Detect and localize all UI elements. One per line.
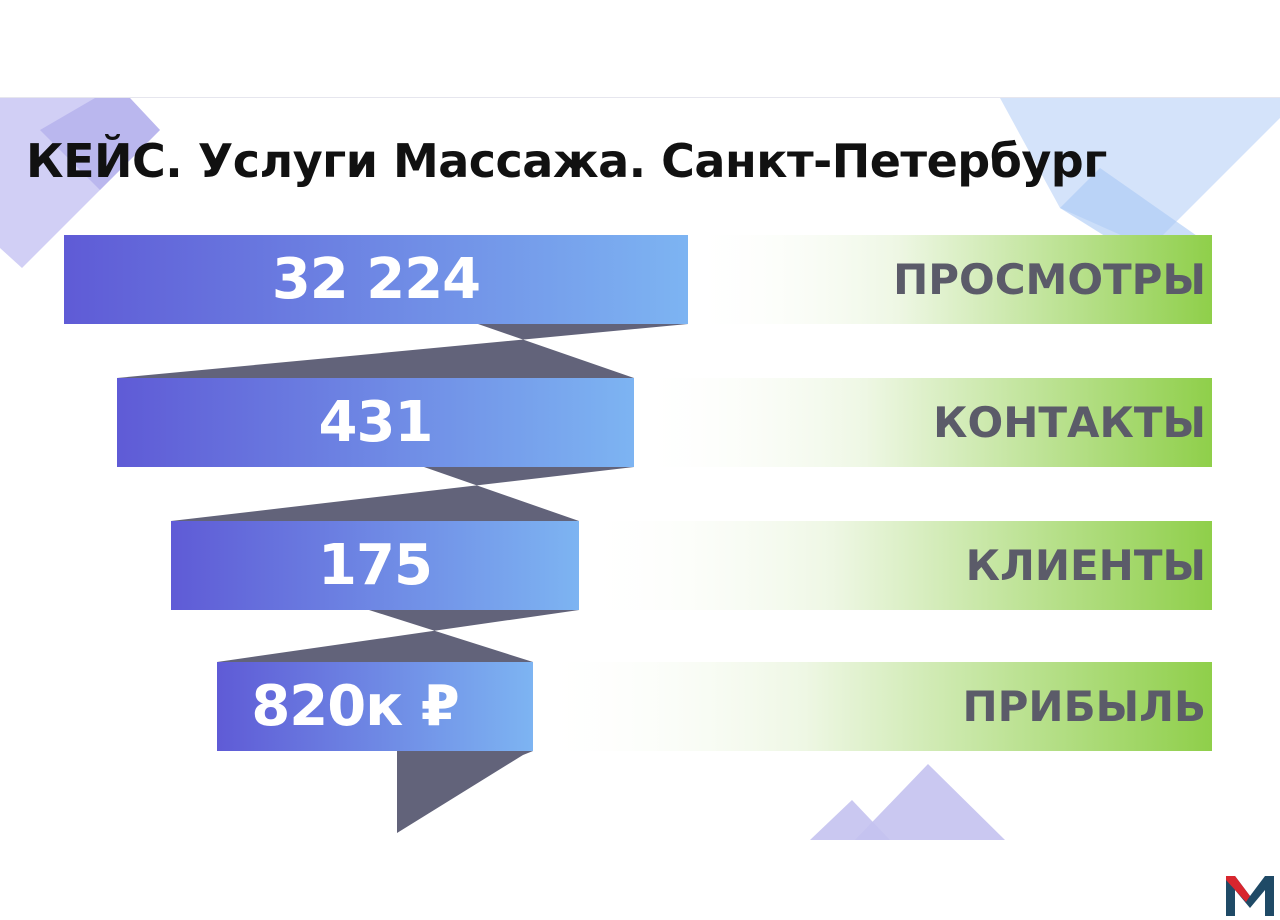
stage-value: 431: [318, 390, 434, 455]
stage-value: 32 224: [271, 247, 481, 312]
funnel-bar: [217, 662, 533, 751]
stage-value: 820к ₽: [251, 674, 459, 739]
funnel-bar: [171, 521, 579, 610]
stage-label: ПРИБЫЛЬ: [962, 682, 1206, 731]
slide: КЕЙС. Услуги Массажа. Санкт-Петербург 32…: [0, 97, 1280, 840]
stage-label: ПРОСМОТРЫ: [893, 255, 1206, 304]
funnel-ribbon: [171, 467, 634, 521]
funnel-diagram: [64, 235, 1212, 833]
slide-title: КЕЙС. Услуги Массажа. Санкт-Петербург: [26, 134, 1107, 188]
stage-label: КЛИЕНТЫ: [965, 541, 1206, 590]
stage-label-band: [533, 662, 1212, 751]
stage-label-band: [634, 378, 1212, 467]
funnel-tail: [397, 751, 533, 833]
funnel-bar: [64, 235, 688, 324]
deco-triangle-bottom-large: [855, 764, 1005, 840]
m-logo-icon: [1226, 876, 1274, 916]
funnel-bar: [117, 378, 634, 467]
deco-diamond-top-left: [40, 98, 160, 190]
stage-label-band: [688, 235, 1212, 324]
funnel-ribbon: [117, 324, 688, 378]
stage-label-band: [579, 521, 1212, 610]
stage-label: КОНТАКТЫ: [933, 398, 1206, 447]
funnel-ribbon: [217, 610, 579, 662]
stage-value: 175: [318, 533, 433, 598]
